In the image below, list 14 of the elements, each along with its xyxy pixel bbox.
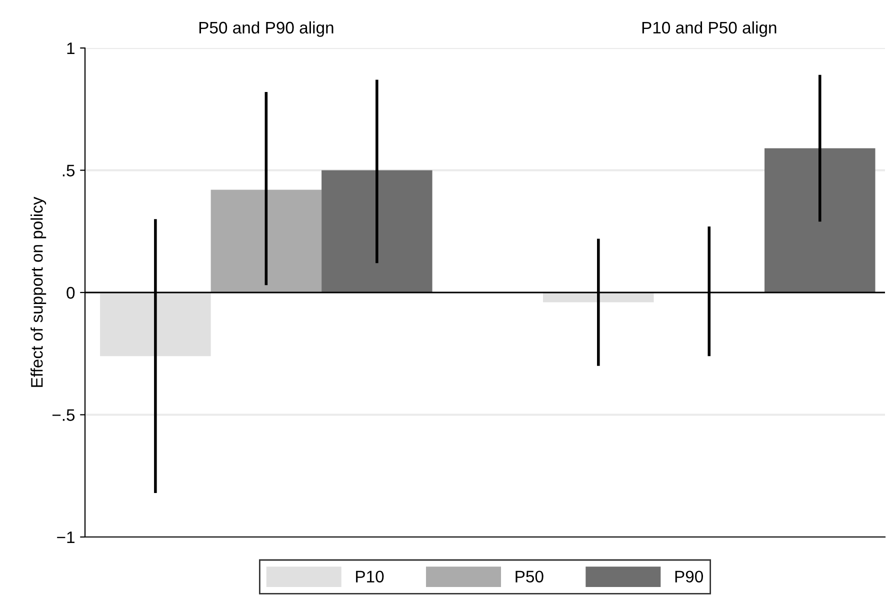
legend-label: P50 xyxy=(516,570,544,582)
y-tick-label: 0 xyxy=(66,286,75,299)
y-tick-label: −.5 xyxy=(52,409,75,421)
x-tick-label: P50 and P90 align xyxy=(199,21,334,37)
bar xyxy=(322,170,432,292)
legend-label: P10 xyxy=(356,570,384,582)
y-tick-label: −1 xyxy=(57,532,74,544)
y-tick-label: .5 xyxy=(62,164,75,176)
legend-label: P90 xyxy=(675,570,703,582)
y-tick-label: 1 xyxy=(67,42,74,54)
y-axis-title: Effect of support on policy xyxy=(30,196,46,387)
x-tick-label: P10 and P50 align xyxy=(642,21,776,37)
bar xyxy=(210,190,322,292)
bar xyxy=(764,148,876,292)
